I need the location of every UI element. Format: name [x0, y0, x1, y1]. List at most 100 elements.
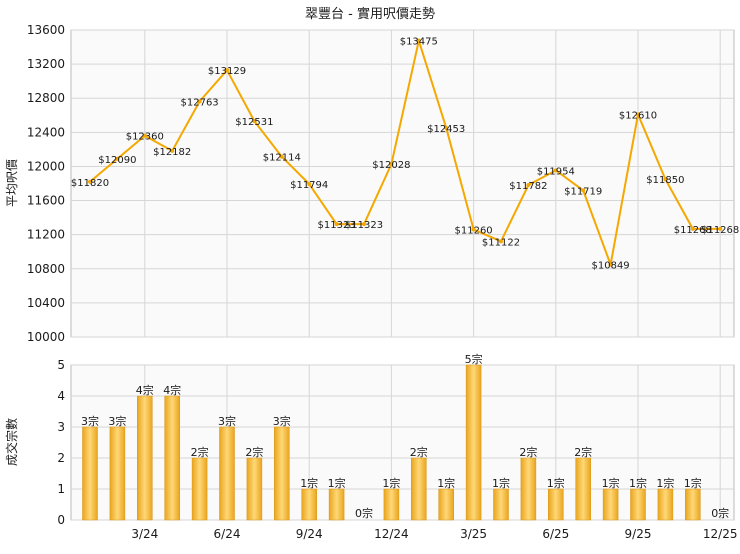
price-y-tick-label: 10800 — [27, 262, 65, 276]
volume-data-label: 1宗 — [602, 476, 620, 490]
volume-bar — [246, 457, 263, 521]
volume-data-label: 5宗 — [465, 352, 483, 366]
volume-data-label: 1宗 — [547, 476, 565, 490]
price-point — [690, 226, 695, 231]
price-point — [88, 179, 92, 184]
volume-bar — [520, 457, 537, 521]
price-point — [444, 125, 449, 130]
price-y-tick-label: 12400 — [27, 125, 65, 139]
price-y-tick-label: 10000 — [27, 330, 65, 344]
price-data-label: $12610 — [619, 110, 657, 121]
volume-bar — [493, 488, 509, 521]
volume-data-label: 2宗 — [574, 445, 592, 459]
x-tick-label: 3/25 — [460, 527, 487, 541]
price-point — [307, 182, 312, 187]
price-point — [362, 222, 366, 227]
price-point — [663, 177, 668, 182]
price-data-label: $12182 — [153, 147, 191, 158]
x-tick-label: 6/24 — [214, 527, 241, 541]
x-tick-label: 9/25 — [625, 527, 652, 541]
price-point — [581, 188, 586, 193]
x-tick-label: 12/25 — [703, 527, 738, 541]
price-point — [416, 38, 421, 43]
price-point — [718, 226, 723, 231]
volume-bar — [82, 426, 98, 521]
price-point — [499, 239, 503, 244]
price-point — [197, 99, 202, 104]
price-point — [553, 168, 558, 173]
volume-bar — [219, 426, 235, 521]
price-point — [115, 156, 120, 161]
price-plot-area — [70, 29, 735, 338]
volume-y-tick-label: 4 — [57, 389, 65, 403]
price-point — [389, 162, 394, 167]
price-y-tick-label: 13200 — [27, 57, 65, 71]
volume-bar — [274, 426, 290, 521]
price-data-label: $12028 — [372, 160, 410, 171]
volume-data-labels: 3宗 3宗 4宗 4宗 2宗 3宗 2宗 3宗 1宗 1宗 0宗 1宗 2宗 1宗 5宗 1宗 2宗 1宗 2宗 1宗… — [81, 352, 729, 520]
price-point — [142, 133, 147, 138]
volume-data-label: 2宗 — [410, 445, 428, 459]
volume-data-label: 3宗 — [108, 414, 126, 428]
price-point — [471, 227, 476, 232]
price-data-label: $11794 — [290, 180, 328, 191]
price-line — [89, 39, 721, 266]
volume-data-label: 1宗 — [382, 476, 400, 490]
volume-bar-series — [82, 364, 701, 521]
price-point — [279, 154, 284, 159]
price-y-tick-label: 12000 — [27, 159, 65, 173]
volume-bar — [164, 395, 180, 521]
volume-data-label: 1宗 — [629, 476, 647, 490]
volume-bar — [548, 488, 564, 521]
volume-bar — [438, 488, 454, 521]
price-point — [334, 222, 339, 227]
price-data-label: $12360 — [126, 132, 164, 143]
volume-y-axis-label: 成交宗數 — [4, 418, 19, 466]
volume-bar — [109, 426, 126, 521]
price-data-label: $11850 — [646, 175, 684, 186]
volume-bar — [575, 457, 591, 521]
price-data-label: $12763 — [181, 97, 219, 108]
price-data-label: $12531 — [235, 117, 273, 128]
volume-data-label: 3宗 — [218, 414, 236, 428]
volume-bar — [630, 488, 646, 521]
volume-data-label: 1宗 — [437, 476, 455, 490]
volume-bar — [685, 488, 701, 521]
chart-title: 翠豐台 - 實用呎價走勢 — [305, 6, 435, 22]
price-data-label: $11820 — [71, 178, 109, 189]
price-point — [636, 112, 640, 117]
volume-data-label: 0宗 — [711, 506, 729, 520]
volume-data-label: 1宗 — [492, 476, 510, 490]
price-data-label: $12090 — [98, 155, 136, 166]
volume-data-label: 2宗 — [191, 445, 209, 459]
x-tick-label: 3/24 — [131, 527, 158, 541]
price-point — [170, 148, 175, 153]
volume-bar — [191, 457, 208, 521]
volume-y-tick-label: 1 — [57, 482, 65, 496]
price-data-label: $13475 — [400, 37, 438, 48]
volume-data-label: 3宗 — [273, 414, 291, 428]
price-data-labels: $11820 $12090 $12360 $12182 $12763 $13129 $125… — [71, 37, 739, 272]
price-data-label: $10849 — [592, 261, 630, 272]
price-point — [252, 119, 257, 124]
volume-bar — [465, 364, 482, 521]
volume-bar — [411, 457, 427, 521]
volume-data-label: 4宗 — [163, 383, 181, 397]
price-point — [526, 183, 531, 188]
volume-plot-area — [70, 364, 735, 521]
volume-y-tick-label: 0 — [57, 513, 65, 527]
volume-y-tick-label: 5 — [57, 358, 65, 372]
price-y-tick-label: 11600 — [27, 194, 65, 208]
volume-data-label: 1宗 — [656, 476, 674, 490]
price-data-label: $11323 — [318, 220, 356, 231]
price-y-tick-label: 12800 — [27, 91, 65, 105]
price-y-axis: 10000 10400 10800 11200 11600 12000 12400 12800… — [27, 23, 65, 344]
volume-data-label: 3宗 — [81, 414, 99, 428]
x-axis: 3/24 6/24 9/24 12/24 3/25 6/25 9/25 12/25 — [131, 527, 737, 541]
price-data-label: $12453 — [427, 124, 465, 135]
price-y-tick-label: 13600 — [27, 23, 65, 37]
price-point — [608, 262, 613, 267]
x-tick-label: 12/24 — [374, 527, 409, 541]
